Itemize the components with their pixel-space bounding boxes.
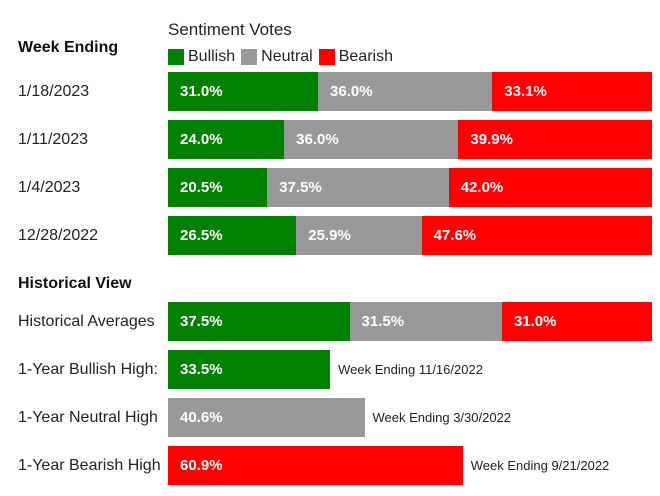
row-label: 1-Year Bearish High	[18, 457, 161, 474]
legend-item-bearish: Bearish	[318, 48, 393, 66]
row-label: 1/18/2023	[18, 83, 90, 100]
legend-label: Neutral	[261, 48, 313, 65]
legend-swatch-bullish	[168, 49, 184, 65]
row-label: Historical Averages	[18, 313, 155, 330]
legend-swatch-bearish	[318, 49, 335, 65]
bar-segment-neutral: 36.0%	[284, 120, 459, 159]
historical-view-heading: Historical View	[18, 275, 132, 292]
bar-segment-neutral: 37.5%	[267, 168, 449, 207]
high-bar-bullish: 33.5%	[168, 350, 331, 389]
row-label: 12/28/2022	[18, 227, 99, 244]
high-bar-bearish: 60.9%	[168, 446, 463, 485]
bar-segment-bearish: 33.1%	[492, 72, 653, 111]
bar-segment-bullish: 24.0%	[168, 120, 285, 159]
legend-swatch-neutral	[241, 49, 258, 65]
stacked-bar: 20.5% 37.5% 42.0%	[168, 168, 652, 207]
row-label: 1-Year Bullish High:	[18, 361, 158, 378]
legend-item-neutral: Neutral	[241, 48, 313, 66]
high-date-note: Week Ending 11/16/2022	[338, 362, 483, 377]
bar-segment-bearish: 60.9%	[168, 446, 463, 485]
bar-segment-bearish: 39.9%	[458, 120, 652, 159]
bar-segment-bullish: 20.5%	[168, 168, 268, 207]
stacked-bar: 31.0% 36.0% 33.1%	[168, 72, 653, 111]
legend-item-bullish: Bullish	[168, 48, 235, 66]
stacked-bar: 26.5% 25.9% 47.6%	[168, 216, 652, 255]
row-label: 1/4/2023	[18, 179, 81, 196]
legend-title: Sentiment Votes	[168, 20, 292, 39]
bar-segment-neutral: 31.5%	[349, 302, 502, 341]
high-bar-neutral: 40.6%	[168, 398, 365, 437]
stacked-bar: 37.5% 31.5% 31.0%	[168, 302, 652, 341]
high-date-note: Week Ending 3/30/2022	[372, 410, 512, 425]
bar-segment-neutral: 25.9%	[296, 216, 422, 255]
bar-segment-bullish: 26.5%	[168, 216, 297, 255]
bar-segment-bearish: 42.0%	[448, 168, 652, 207]
bar-segment-neutral: 40.6%	[168, 398, 365, 437]
bar-segment-bullish: 31.0%	[168, 72, 319, 111]
bar-segment-bearish: 31.0%	[501, 302, 652, 341]
bar-segment-neutral: 36.0%	[318, 72, 493, 111]
stacked-bar: 24.0% 36.0% 39.9%	[168, 120, 652, 159]
bar-segment-bearish: 47.6%	[421, 216, 652, 255]
row-label: 1/11/2023	[18, 131, 88, 148]
row-label: 1-Year Neutral High	[18, 409, 158, 426]
legend: Bullish Neutral Bearish	[168, 48, 399, 66]
bar-segment-bullish: 37.5%	[168, 302, 350, 341]
legend-label: Bearish	[338, 48, 393, 65]
legend-label: Bullish	[188, 48, 236, 65]
bar-segment-bullish: 33.5%	[168, 350, 331, 389]
week-ending-heading: Week Ending	[18, 39, 119, 56]
high-date-note: Week Ending 9/21/2022	[470, 458, 610, 473]
